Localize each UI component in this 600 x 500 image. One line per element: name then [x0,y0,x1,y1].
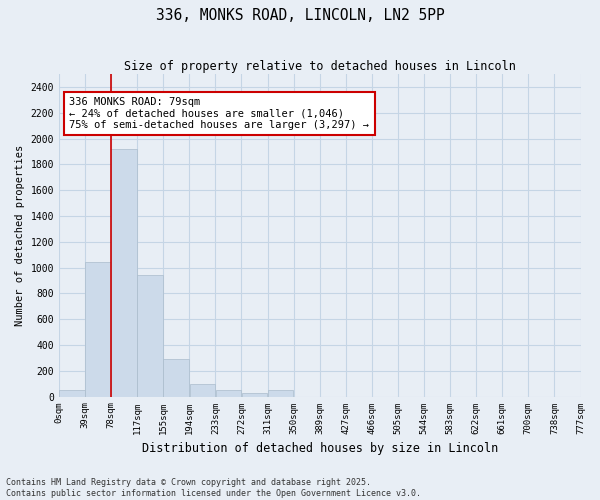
Y-axis label: Number of detached properties: Number of detached properties [15,144,25,326]
Text: 336, MONKS ROAD, LINCOLN, LN2 5PP: 336, MONKS ROAD, LINCOLN, LN2 5PP [155,8,445,22]
Bar [59,390,85,396]
Bar [85,262,111,396]
Bar [242,392,267,396]
Text: Contains HM Land Registry data © Crown copyright and database right 2025.
Contai: Contains HM Land Registry data © Crown c… [6,478,421,498]
Bar [268,390,293,396]
Bar [112,149,137,396]
Bar [137,276,163,396]
X-axis label: Distribution of detached houses by size in Lincoln: Distribution of detached houses by size … [142,442,498,455]
Title: Size of property relative to detached houses in Lincoln: Size of property relative to detached ho… [124,60,515,73]
Bar [190,384,215,396]
Text: 336 MONKS ROAD: 79sqm
← 24% of detached houses are smaller (1,046)
75% of semi-d: 336 MONKS ROAD: 79sqm ← 24% of detached … [70,96,370,130]
Bar [215,390,241,396]
Bar [163,359,189,397]
